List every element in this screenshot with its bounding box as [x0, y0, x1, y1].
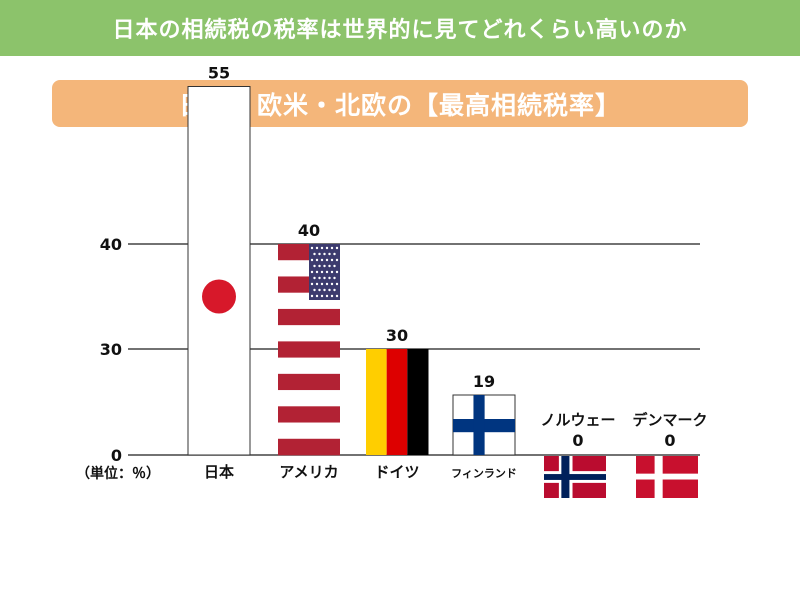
bar-usa: 40 アメリカ [278, 221, 340, 481]
germany-flag [366, 349, 429, 455]
value-label: 40 [298, 221, 320, 240]
unit-label: （単位：％） [76, 465, 160, 482]
bar-japan: 55 日本 [187, 64, 251, 481]
y-tick-label-30: 30 [100, 340, 122, 359]
bar-germany: 30 ドイツ [366, 326, 429, 481]
value-label: 19 [473, 372, 495, 391]
japan-flag [187, 86, 251, 456]
bar-denmark: デンマーク 0 [632, 411, 708, 498]
bar-finland: 19 フィンランド [451, 372, 517, 480]
usa-flag [278, 244, 340, 456]
denmark-flag [636, 456, 698, 498]
chart-subtitle-banner: 日本・欧米・北欧の【最高相続税率】 [52, 80, 748, 127]
value-label: 0 [664, 431, 675, 450]
category-label: ノルウェー [540, 411, 615, 429]
category-label: アメリカ [279, 463, 338, 481]
chart-subtitle: 日本・欧米・北欧の【最高相続税率】 [178, 90, 621, 120]
value-label: 30 [386, 326, 408, 345]
category-label: 日本 [204, 463, 234, 481]
bar-norway: ノルウェー 0 [540, 411, 616, 498]
value-label: 55 [208, 64, 230, 83]
value-label: 0 [572, 431, 583, 450]
finland-flag [452, 394, 516, 456]
y-tick-label-40: 40 [100, 235, 122, 254]
norway-flag [544, 456, 606, 498]
category-label: デンマーク [632, 411, 707, 429]
y-tick-label-0: 0 [111, 446, 122, 465]
category-label: フィンランド [451, 467, 517, 480]
page-header: 日本の相続税の税率は世界的に見てどれくらい高いのか [0, 0, 800, 56]
japan-red-disc [202, 279, 236, 314]
page-title: 日本の相続税の税率は世界的に見てどれくらい高いのか [112, 18, 688, 43]
category-label: ドイツ [374, 463, 419, 481]
